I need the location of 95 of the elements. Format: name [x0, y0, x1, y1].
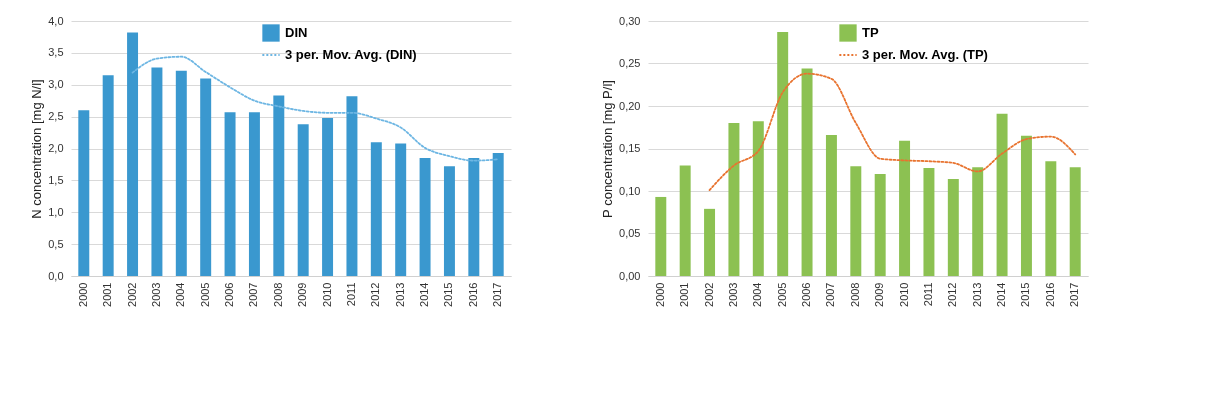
x-tick-label: 2004: [751, 282, 764, 307]
x-tick-label: 2007: [247, 282, 260, 307]
bar: [825, 134, 837, 276]
x-tick-label: 2006: [223, 282, 236, 307]
bar: [492, 152, 504, 276]
y-tick-label: 0,00: [619, 269, 641, 282]
y-tick-label: 0,20: [619, 99, 641, 112]
bar: [175, 70, 187, 276]
legend-label: 3 per. Mov. Avg. (DIN): [285, 47, 417, 62]
x-tick-label: 2001: [101, 282, 114, 307]
y-tick-label: 2,0: [48, 142, 64, 154]
bar: [395, 143, 407, 276]
x-tick-label: 2015: [1019, 282, 1032, 307]
y-tick-label: 2,5: [48, 110, 64, 123]
bar: [972, 167, 984, 276]
x-tick-label: 2010: [320, 282, 333, 307]
bar: [443, 166, 455, 276]
bar: [655, 196, 667, 276]
y-tick-label: 0,05: [619, 227, 641, 239]
y-tick-label: 1,0: [48, 205, 64, 218]
x-tick-label: 2004: [174, 282, 187, 307]
bar: [273, 95, 285, 276]
x-tick-label: 2012: [946, 282, 959, 307]
y-tick-label: 3,5: [48, 46, 64, 59]
bar: [78, 110, 90, 276]
x-tick-label: 2011: [921, 282, 934, 307]
x-tick-label: 2003: [726, 282, 739, 307]
legend-label: TP: [862, 25, 879, 40]
y-tick-label: 0,0: [48, 269, 64, 282]
x-tick-label: 2000: [76, 282, 89, 307]
x-tick-label: 2013: [970, 282, 983, 307]
bar: [777, 32, 789, 276]
x-tick-label: 2011: [344, 282, 357, 307]
x-tick-label: 2017: [491, 282, 504, 307]
x-tick-label: 2015: [442, 282, 455, 307]
bar: [1045, 161, 1057, 276]
x-tick-label: 2008: [271, 282, 284, 307]
bar: [1069, 167, 1081, 276]
x-tick-label: 2005: [775, 282, 788, 307]
x-tick-label: 2007: [824, 282, 837, 307]
y-tick-label: 1,5: [48, 173, 64, 186]
x-tick-label: 2003: [149, 282, 162, 307]
bar: [947, 179, 959, 276]
y-axis-title: N concentration [mg N/l]: [29, 79, 45, 219]
bar: [151, 67, 163, 276]
bar: [346, 96, 358, 276]
x-tick-label: 2012: [369, 282, 382, 307]
bar: [899, 140, 911, 276]
y-tick-label: 0,30: [619, 14, 641, 27]
x-tick-label: 2016: [466, 282, 479, 307]
bar: [679, 165, 691, 276]
x-tick-label: 2006: [800, 282, 813, 307]
bar: [752, 121, 764, 276]
bar: [224, 112, 236, 276]
bar: [468, 158, 480, 276]
y-axis-title: P concentration [mg P/l]: [600, 80, 616, 218]
x-tick-label: 2008: [848, 282, 861, 307]
y-tick-label: 0,5: [48, 237, 64, 250]
bar: [419, 158, 431, 276]
bar: [1020, 135, 1032, 276]
x-tick-label: 2001: [678, 282, 691, 307]
y-tick-label: 0,25: [619, 57, 641, 69]
bar: [297, 124, 309, 276]
bar: [370, 142, 382, 276]
x-tick-label: 2005: [198, 282, 211, 307]
bar: [248, 112, 260, 276]
x-tick-label: 2002: [702, 282, 715, 307]
bar: [801, 68, 813, 276]
bar: [923, 168, 935, 276]
bar: [200, 78, 212, 276]
x-tick-label: 2013: [393, 282, 406, 307]
x-tick-label: 2009: [873, 282, 886, 307]
x-tick-label: 2016: [1043, 282, 1056, 307]
x-tick-label: 2010: [897, 282, 910, 307]
bar: [996, 113, 1008, 276]
line-series: [708, 72, 1077, 192]
bar: [728, 123, 740, 276]
bar: [704, 208, 716, 276]
x-tick-label: 2000: [653, 282, 666, 307]
legend-label: 3 per. Mov. Avg. (TP): [862, 47, 988, 62]
x-tick-label: 2009: [296, 282, 309, 307]
x-tick-label: 2017: [1068, 282, 1081, 307]
y-tick-label: 0,15: [619, 142, 641, 154]
x-tick-label: 2014: [418, 282, 431, 307]
bar: [874, 174, 886, 276]
y-tick-label: 4,0: [48, 14, 64, 27]
y-tick-label: 3,0: [48, 78, 64, 91]
legend-label: DIN: [285, 25, 308, 40]
bar: [322, 117, 334, 276]
x-tick-label: 2014: [995, 282, 1008, 307]
y-tick-label: 0,10: [619, 184, 641, 197]
x-tick-label: 2002: [125, 282, 138, 307]
bar: [127, 32, 139, 276]
bar: [850, 166, 862, 276]
bar: [102, 75, 114, 276]
